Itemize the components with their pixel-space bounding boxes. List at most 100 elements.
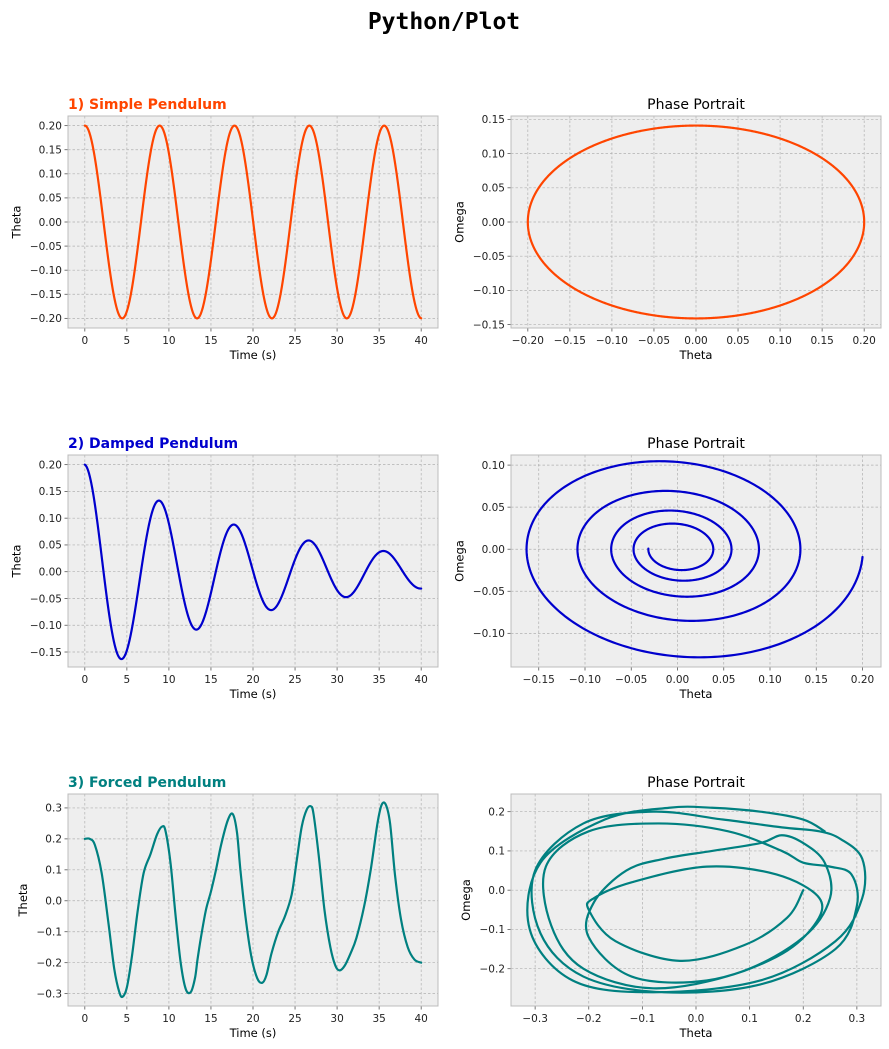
y-tick-label: 0.15 xyxy=(482,114,505,126)
y-tick-label: 0.00 xyxy=(39,217,62,229)
x-tick-label: 0.10 xyxy=(768,335,791,347)
y-axis-label: Theta xyxy=(10,206,24,240)
x-tick-label: 0.05 xyxy=(726,335,749,347)
subplot-simple-time: 0 5 10 15 20 25 30 35 40 −0.20 −0.15 −0.10 −0.05 0.00… xyxy=(10,97,439,362)
y-tick-label: 0.1 xyxy=(488,846,505,858)
grid xyxy=(511,794,881,1006)
x-tick-label: 0.0 xyxy=(688,1013,705,1025)
y-tick-label: −0.05 xyxy=(473,251,505,263)
y-tick-label: 0.15 xyxy=(39,145,62,157)
subplot-title: Phase Portrait xyxy=(647,97,745,113)
x-tick-label: 35 xyxy=(372,1013,385,1025)
y-tick-label: 0.00 xyxy=(39,567,62,579)
series-line-forced-time-0 xyxy=(83,801,423,999)
x-tick-label: 10 xyxy=(162,1013,175,1025)
x-tick-label: −0.05 xyxy=(615,674,647,686)
y-tick-label: 0.2 xyxy=(45,834,62,846)
axes-frame xyxy=(510,115,882,329)
y-axis-label: Theta xyxy=(10,545,24,579)
y-tick-label: −0.20 xyxy=(30,313,62,325)
x-tick-label: 15 xyxy=(204,335,217,347)
y-tick-label: 0.20 xyxy=(39,459,62,471)
x-tick-label: −0.10 xyxy=(596,335,628,347)
y-axis-label: Omega xyxy=(459,879,473,921)
x-tick-label: 15 xyxy=(204,674,217,686)
x-tick-label: −0.15 xyxy=(554,335,586,347)
x-tick-label: −0.10 xyxy=(569,674,601,686)
x-tick-label: 20 xyxy=(246,1013,259,1025)
x-tick-label: 0.20 xyxy=(851,674,874,686)
y-tick-label: −0.2 xyxy=(480,964,506,976)
y-tick-label: 0.1 xyxy=(45,865,62,877)
axes-frame xyxy=(67,793,439,1007)
x-tick-label: 0.10 xyxy=(758,674,781,686)
axes-frame xyxy=(510,793,882,1007)
x-tick-label: 25 xyxy=(288,335,301,347)
series-line-forced-phase-0 xyxy=(526,805,867,994)
y-tick-label: −0.05 xyxy=(30,241,62,253)
y-tick-label: 0.05 xyxy=(482,183,505,195)
grid xyxy=(511,116,881,328)
subplot-title: Phase Portrait xyxy=(647,436,745,452)
x-tick-label: 0.20 xyxy=(852,335,875,347)
x-tick-label: 35 xyxy=(372,335,385,347)
y-tick-label: −0.05 xyxy=(30,593,62,605)
plot-area xyxy=(511,455,881,667)
x-tick-label: 0.3 xyxy=(849,1013,866,1025)
axes-frame xyxy=(67,115,439,329)
x-tick-label: −0.1 xyxy=(630,1013,656,1025)
y-tick-label: −0.1 xyxy=(480,924,506,936)
y-axis-label: Omega xyxy=(453,540,467,582)
y-tick-label: −0.15 xyxy=(30,647,62,659)
x-tick-label: 0 xyxy=(81,674,88,686)
x-tick-label: 0.00 xyxy=(666,674,689,686)
series-line-simple-time-0 xyxy=(83,124,423,320)
y-tick-label: −0.3 xyxy=(37,988,63,1000)
x-tick-label: 0.2 xyxy=(795,1013,812,1025)
x-tick-label: 20 xyxy=(246,674,259,686)
x-tick-label: 0.1 xyxy=(741,1013,758,1025)
y-tick-label: 0.00 xyxy=(482,217,505,229)
y-tick-label: −0.15 xyxy=(30,289,62,301)
y-axis-label: Theta xyxy=(16,884,30,918)
y-tick-label: −0.05 xyxy=(473,586,505,598)
subplot-damped-phase: −0.15 −0.10 −0.05 0.00 0.05 0.10 0.15 0.20 −0.10… xyxy=(453,436,882,701)
x-tick-label: 0.05 xyxy=(712,674,735,686)
subplot-forced-time: 0 5 10 15 20 25 30 35 40 −0.3 −0.2 −0.1 0.0 0.1 0.2 0.3… xyxy=(16,775,439,1040)
y-tick-label: −0.2 xyxy=(37,957,63,969)
y-tick-label: 0.10 xyxy=(39,513,62,525)
x-tick-label: 15 xyxy=(204,1013,217,1025)
x-axis-label: Theta xyxy=(679,1026,713,1040)
axes-frame xyxy=(510,454,882,668)
subplot-title: Phase Portrait xyxy=(647,775,745,791)
x-axis-label: Theta xyxy=(679,348,713,362)
y-axis-label: Omega xyxy=(453,201,467,243)
y-tick-label: −0.10 xyxy=(473,628,505,640)
x-tick-label: 0 xyxy=(81,335,88,347)
axes-frame xyxy=(67,454,439,668)
x-tick-label: 30 xyxy=(330,335,343,347)
series-line-damped-time-0 xyxy=(83,463,423,661)
x-tick-label: 0.15 xyxy=(805,674,828,686)
y-tick-label: 0.00 xyxy=(482,544,505,556)
x-tick-label: 25 xyxy=(288,1013,301,1025)
x-axis-label: Theta xyxy=(679,687,713,701)
x-tick-label: 25 xyxy=(288,674,301,686)
y-tick-label: 0.10 xyxy=(482,460,505,472)
y-tick-label: 0.05 xyxy=(39,193,62,205)
x-tick-label: 10 xyxy=(162,335,175,347)
y-tick-label: 0.10 xyxy=(39,169,62,181)
y-tick-label: 0.05 xyxy=(482,502,505,514)
y-tick-label: 0.3 xyxy=(45,803,62,815)
x-tick-label: −0.3 xyxy=(522,1013,548,1025)
y-tick-label: 0.20 xyxy=(39,120,62,132)
y-tick-label: −0.10 xyxy=(473,285,505,297)
y-tick-label: −0.10 xyxy=(30,265,62,277)
y-tick-label: 0.0 xyxy=(45,896,62,908)
y-tick-label: 0.2 xyxy=(488,806,505,818)
x-tick-label: 0 xyxy=(81,1013,88,1025)
x-tick-label: −0.2 xyxy=(576,1013,602,1025)
x-tick-label: 5 xyxy=(124,335,131,347)
y-tick-label: −0.15 xyxy=(473,319,505,331)
x-tick-label: 40 xyxy=(414,674,427,686)
